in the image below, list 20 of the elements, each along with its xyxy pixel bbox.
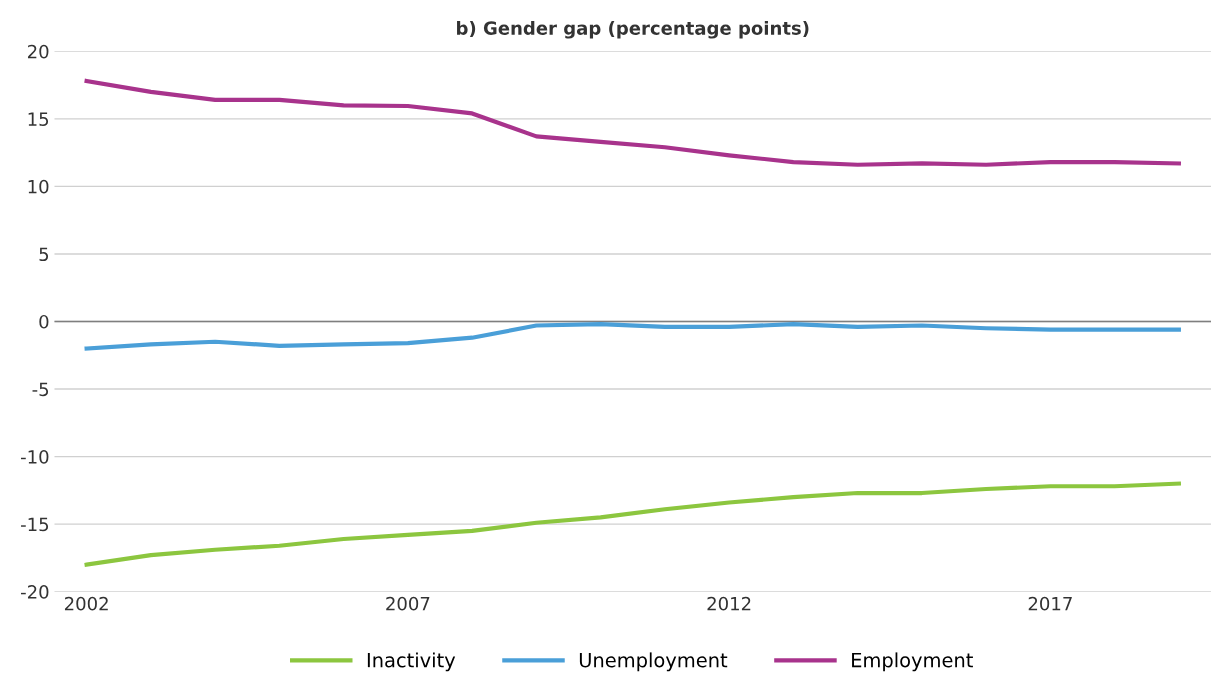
line-series xyxy=(84,322,1181,351)
legend-label: Inactivity xyxy=(367,652,456,672)
x-tick-label: 2017 xyxy=(1028,596,1072,611)
legend-label: Unemployment xyxy=(579,652,728,672)
chart-title: b) Gender gap (percentage points) xyxy=(457,20,809,39)
y-tick-label: -5 xyxy=(32,382,49,397)
y-tick-label: 15 xyxy=(28,112,49,126)
y-tick-label: -10 xyxy=(21,450,49,464)
legend-label: Employment xyxy=(852,652,973,672)
line-series xyxy=(84,78,1181,167)
x-tick-label: 2012 xyxy=(707,596,751,611)
y-tick-label: 10 xyxy=(28,179,49,194)
y-tick-label: 5 xyxy=(39,247,49,262)
y-tick-label: 20 xyxy=(27,44,49,59)
y-tick-label: 0 xyxy=(39,314,49,329)
x-tick-label: 2007 xyxy=(386,596,430,611)
y-tick-label: -15 xyxy=(21,517,49,532)
x-tick-label: 2002 xyxy=(64,596,108,611)
line-series xyxy=(84,481,1181,567)
y-tick-label: -20 xyxy=(21,585,49,599)
